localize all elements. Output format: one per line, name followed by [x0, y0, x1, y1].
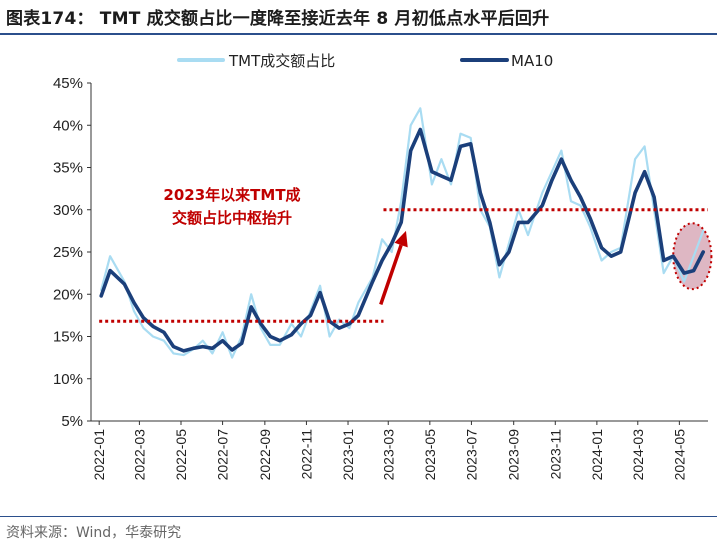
x-tick-label: 2024-03 — [630, 429, 646, 481]
low-point-highlight — [672, 222, 713, 291]
y-tick-label: 45% — [53, 75, 83, 92]
x-tick-label: 2023-05 — [422, 429, 438, 481]
x-tick-label: 2022-07 — [215, 429, 231, 481]
y-tick-label: 30% — [53, 202, 83, 219]
y-tick-label: 35% — [53, 160, 83, 177]
footer-rule — [0, 516, 717, 517]
y-tick-label: 5% — [61, 413, 83, 430]
trend-arrow-head — [394, 230, 408, 248]
x-tick-label: 2023-01 — [340, 429, 356, 481]
title-rule — [0, 33, 717, 35]
y-tick-label: 20% — [53, 286, 83, 303]
chart-legend: TMT成交额占比 MA10 — [177, 52, 553, 70]
x-axis-ticks: 2022-01 2022-03 2022-05 2022-07 2022-09 2022-… — [91, 421, 687, 480]
x-tick-label: 2023-07 — [463, 429, 479, 481]
trend-arrow-shaft — [379, 244, 403, 305]
x-tick-label: 2024-01 — [589, 429, 605, 481]
x-tick-label: 2022-11 — [298, 429, 314, 480]
x-tick-label: 2022-01 — [91, 429, 107, 481]
y-tick-label: 10% — [53, 371, 83, 388]
chart-title: 图表174： TMT 成交额占比一度降至接近去年 8 月初低点水平后回升 — [6, 9, 550, 29]
y-tick-label: 25% — [53, 244, 83, 261]
annotation-text-line-2: 交额占比中枢抬升 — [172, 209, 292, 227]
series-ma10-line — [99, 127, 706, 353]
x-tick-label: 2022-03 — [131, 429, 147, 481]
annotation-text-line-1: 2023年以来TMT成 — [163, 186, 300, 204]
series-layer — [99, 107, 706, 359]
x-tick-label: 2022-05 — [173, 429, 189, 481]
y-tick-label: 15% — [53, 329, 83, 346]
legend-label-ma: MA10 — [511, 52, 553, 70]
legend-label-raw: TMT成交额占比 — [228, 52, 335, 70]
x-tick-label: 2023-11 — [547, 429, 563, 480]
series-raw-line — [100, 107, 705, 359]
x-tick-label: 2023-09 — [506, 429, 522, 481]
x-tick-label: 2023-03 — [380, 429, 396, 481]
y-tick-label: 40% — [53, 117, 83, 134]
title-bar: 图表174： TMT 成交额占比一度降至接近去年 8 月初低点水平后回升 — [0, 0, 717, 35]
x-tick-label: 2022-09 — [257, 429, 273, 481]
y-axis-ticks: 5% 10% 15% 20% 25% 30% 35% 40% 45% — [53, 75, 91, 430]
x-tick-label: 2024-05 — [671, 429, 687, 481]
source-note: 资料来源：Wind，华泰研究 — [6, 525, 182, 541]
highlight-layer — [672, 222, 713, 291]
